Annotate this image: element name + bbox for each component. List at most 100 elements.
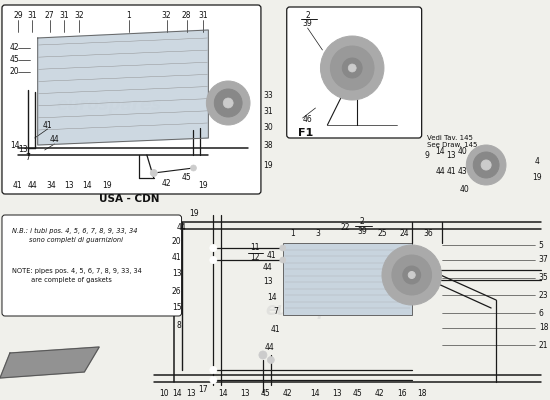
Text: 8: 8 <box>177 320 182 330</box>
Text: Vedi Tav. 145
See Draw. 145: Vedi Tav. 145 See Draw. 145 <box>427 135 477 148</box>
Text: 14: 14 <box>10 140 20 150</box>
Text: 13: 13 <box>65 180 74 190</box>
Text: 39: 39 <box>358 226 367 236</box>
Circle shape <box>259 351 267 359</box>
Text: 13: 13 <box>186 388 196 398</box>
Text: 13: 13 <box>172 270 182 278</box>
Circle shape <box>210 256 217 264</box>
Circle shape <box>473 152 499 178</box>
Text: 13: 13 <box>263 278 273 286</box>
Text: 14: 14 <box>311 388 320 398</box>
Text: 37: 37 <box>539 256 548 264</box>
Text: 5: 5 <box>539 240 543 250</box>
Text: 2: 2 <box>305 10 310 20</box>
Text: 45: 45 <box>182 174 191 182</box>
Text: 40: 40 <box>458 148 467 156</box>
Circle shape <box>342 58 362 78</box>
Text: 20: 20 <box>172 238 182 246</box>
Text: 7: 7 <box>26 154 31 162</box>
Text: 14: 14 <box>436 148 446 156</box>
FancyBboxPatch shape <box>2 215 182 316</box>
Circle shape <box>321 36 384 100</box>
Text: 45: 45 <box>261 388 271 398</box>
Text: 41: 41 <box>172 254 182 262</box>
Circle shape <box>223 98 233 108</box>
Text: eurospares: eurospares <box>57 96 162 114</box>
Text: 41: 41 <box>13 180 23 190</box>
Circle shape <box>382 245 442 305</box>
Text: 16: 16 <box>397 388 406 398</box>
Text: 45: 45 <box>353 388 362 398</box>
Text: 44: 44 <box>50 136 59 144</box>
Circle shape <box>280 245 286 251</box>
Circle shape <box>348 64 356 72</box>
Text: 4: 4 <box>534 158 539 166</box>
Polygon shape <box>0 347 99 378</box>
Text: 19: 19 <box>199 180 208 190</box>
Text: 31: 31 <box>263 108 273 116</box>
Text: 14: 14 <box>218 388 228 398</box>
Circle shape <box>210 366 217 374</box>
Text: F1: F1 <box>298 128 313 138</box>
Text: 27: 27 <box>45 12 54 20</box>
Text: 18: 18 <box>417 388 426 398</box>
Circle shape <box>210 376 217 384</box>
Text: USA - CDN: USA - CDN <box>99 194 160 204</box>
Text: 32: 32 <box>162 12 172 20</box>
Text: 1: 1 <box>126 12 131 20</box>
Circle shape <box>210 244 217 252</box>
Text: 29: 29 <box>13 12 23 20</box>
Text: 15: 15 <box>172 304 182 312</box>
Text: 42: 42 <box>162 178 172 188</box>
FancyBboxPatch shape <box>2 5 261 194</box>
Text: 43: 43 <box>458 168 467 176</box>
Text: 18: 18 <box>539 324 548 332</box>
Text: 19: 19 <box>532 174 542 182</box>
Text: 6: 6 <box>539 308 543 318</box>
Text: 44: 44 <box>265 344 275 352</box>
Text: NOTE: pipes pos. 4, 5, 6, 7, 8, 9, 33, 34
         are complete of gaskets: NOTE: pipes pos. 4, 5, 6, 7, 8, 9, 33, 3… <box>12 268 142 283</box>
Circle shape <box>392 255 432 295</box>
Circle shape <box>190 165 196 171</box>
Text: 42: 42 <box>283 388 293 398</box>
Text: 41: 41 <box>271 326 280 334</box>
FancyBboxPatch shape <box>287 7 422 138</box>
Text: 11: 11 <box>250 244 260 252</box>
Circle shape <box>214 89 242 117</box>
Text: 19: 19 <box>102 180 112 190</box>
Circle shape <box>403 266 421 284</box>
Text: 41: 41 <box>43 120 52 130</box>
Text: 43: 43 <box>469 150 478 160</box>
Text: 13: 13 <box>18 146 28 154</box>
Text: 32: 32 <box>75 12 84 20</box>
Text: 19: 19 <box>189 208 199 218</box>
Text: 2: 2 <box>360 218 365 226</box>
Text: 13: 13 <box>240 388 250 398</box>
Text: 13: 13 <box>333 388 342 398</box>
Text: 14: 14 <box>267 292 277 302</box>
Text: 23: 23 <box>539 290 548 300</box>
Text: 21: 21 <box>539 340 548 350</box>
Text: 14: 14 <box>172 388 182 398</box>
Text: 19: 19 <box>263 160 273 170</box>
Text: 39: 39 <box>302 20 312 28</box>
Circle shape <box>331 46 374 90</box>
Text: 46: 46 <box>302 116 312 124</box>
Text: 17: 17 <box>199 386 208 394</box>
Text: eurospares: eurospares <box>265 301 370 319</box>
Text: 44: 44 <box>436 168 446 176</box>
Text: 7: 7 <box>273 308 278 316</box>
Text: 38: 38 <box>263 140 273 150</box>
Text: N.B.: i tubi pos. 4, 5, 6, 7, 8, 9, 33, 34
        sono completi di guarnizioni: N.B.: i tubi pos. 4, 5, 6, 7, 8, 9, 33, … <box>12 228 138 243</box>
Text: 44: 44 <box>263 264 273 272</box>
Text: 31: 31 <box>199 12 208 20</box>
Text: 34: 34 <box>47 180 57 190</box>
Circle shape <box>150 170 157 176</box>
Circle shape <box>481 160 491 170</box>
Text: 40: 40 <box>459 186 469 194</box>
Text: 41: 41 <box>447 168 456 176</box>
Circle shape <box>280 257 286 263</box>
Text: 26: 26 <box>172 288 182 296</box>
Text: 12: 12 <box>250 254 260 262</box>
Text: 30: 30 <box>263 124 273 132</box>
